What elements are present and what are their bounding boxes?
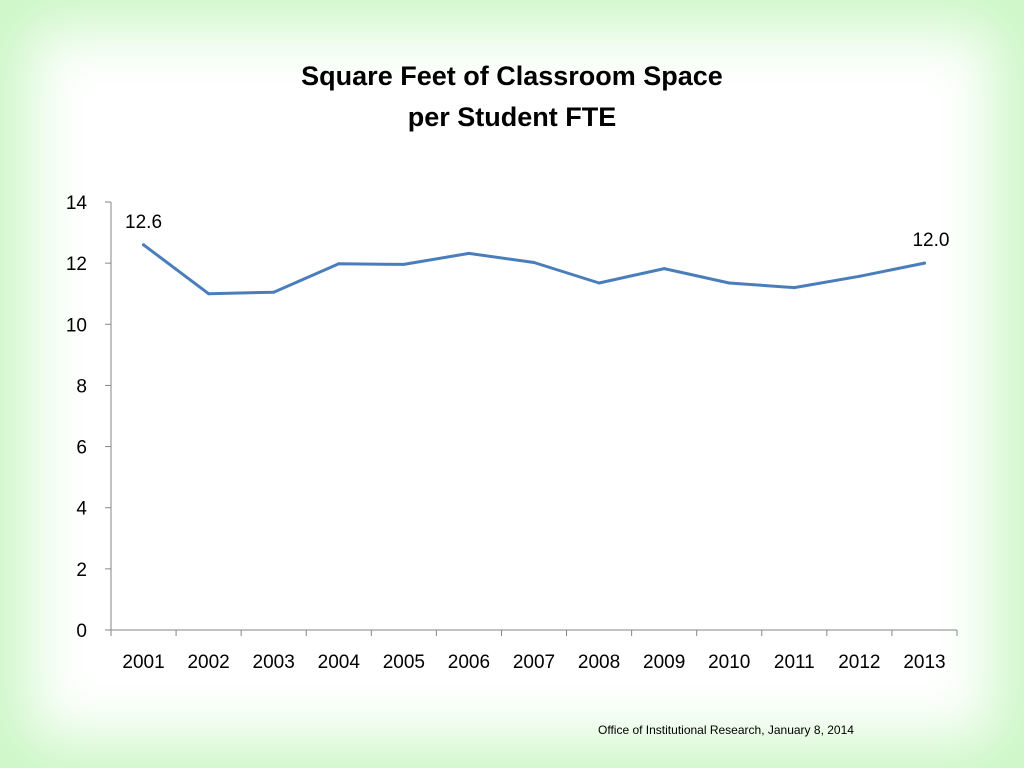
data-point	[857, 274, 861, 278]
chart-title-line-1: Square Feet of Classroom Space	[301, 61, 723, 91]
data-point	[922, 261, 926, 265]
y-tick-label: 14	[66, 193, 88, 214]
x-tick-label: 2002	[187, 652, 229, 673]
data-point	[337, 262, 341, 266]
x-tick-label: 2011	[774, 652, 815, 673]
y-tick-label: 10	[66, 315, 87, 336]
chart-data-labels: 12.6 12.0	[125, 212, 949, 251]
y-tick-label: 6	[76, 438, 87, 459]
y-tick-label: 8	[76, 376, 87, 397]
data-point	[597, 281, 601, 285]
chart-title-line-2: per Student FTE	[408, 102, 617, 132]
series-line	[142, 243, 926, 296]
data-point	[662, 267, 666, 271]
chart-series	[142, 243, 926, 296]
data-point	[792, 286, 796, 290]
data-point	[272, 290, 276, 294]
y-tick-label: 0	[76, 621, 87, 642]
data-point	[727, 281, 731, 285]
data-point	[467, 251, 471, 255]
y-tick-label: 2	[76, 560, 87, 581]
x-tick-label: 2012	[838, 652, 880, 673]
footer-credit: Office of Institutional Research, Januar…	[598, 723, 854, 737]
x-tick-label: 2010	[708, 652, 750, 673]
data-label: 12.0	[912, 230, 949, 251]
x-tick-label: 2003	[253, 652, 295, 673]
y-tick-label: 12	[66, 254, 87, 275]
x-tick-label: 2004	[318, 652, 361, 673]
x-tick-label: 2006	[448, 652, 490, 673]
x-tick-label: 2007	[513, 652, 555, 673]
x-tick-label: 2009	[643, 652, 685, 673]
x-tick-label: 2013	[903, 652, 945, 673]
data-point	[402, 262, 406, 266]
data-point	[532, 261, 536, 265]
data-point	[207, 292, 211, 296]
data-label: 12.6	[125, 212, 162, 233]
chart-axes: 0 2 4 6 8 10 12 14 2001 2002 2003 2004 2005 2006 2007 2…	[66, 193, 958, 673]
data-point	[142, 243, 146, 247]
x-tick-label: 2001	[122, 652, 164, 673]
x-tick-label: 2008	[578, 652, 620, 673]
y-tick-label: 4	[76, 499, 87, 520]
x-tick-label: 2005	[383, 652, 425, 673]
